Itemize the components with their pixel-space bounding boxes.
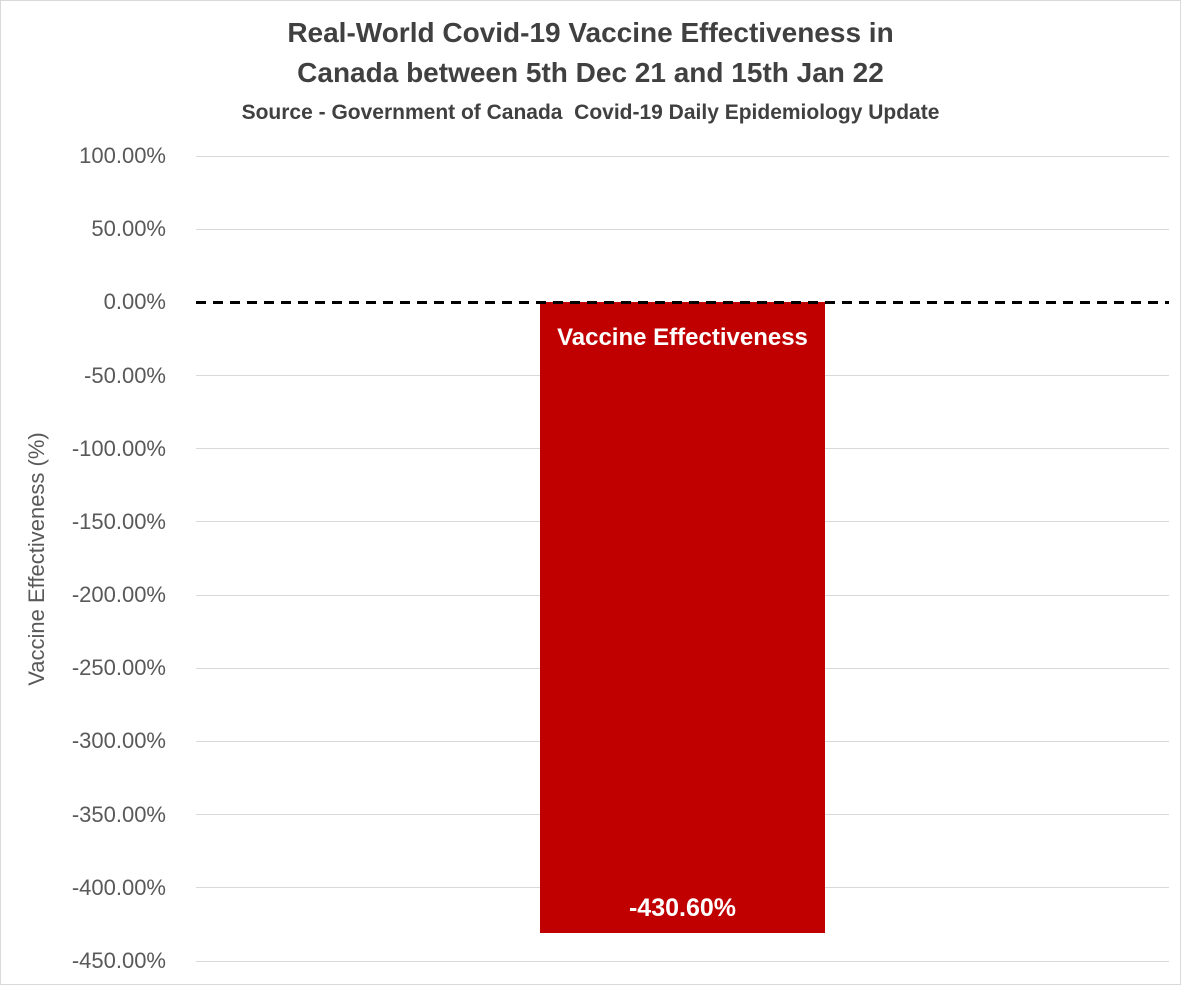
y-tick-label: 0.00%: [103, 289, 166, 315]
gridline: [196, 960, 1169, 962]
chart-title-line1: Real-World Covid-19 Vaccine Effectivenes…: [287, 17, 894, 48]
zero-axis-dashed-line: [196, 300, 1169, 304]
gridline: [196, 155, 1169, 157]
bar-category-label: Vaccine Effectiveness: [557, 324, 808, 352]
y-tick-label: 100.00%: [79, 143, 166, 168]
chart-title-line2: Canada between 5th Dec 21 and 15th Jan 2…: [297, 57, 884, 88]
y-tick-label: -250.00%: [71, 655, 166, 681]
y-tick-label: -450.00%: [71, 948, 166, 973]
bar-vaccine-effectiveness: Vaccine Effectiveness -430.60%: [540, 302, 825, 933]
bar-value-label: -430.60%: [628, 893, 737, 922]
y-axis-title-text: Vaccine Effectiveness (%): [24, 432, 49, 686]
y-tick-label: -50.00%: [84, 362, 166, 388]
y-tick-label: -150.00%: [71, 508, 166, 534]
y-tick-label: -300.00%: [71, 728, 166, 754]
y-tick-label: -100.00%: [71, 435, 166, 461]
y-tick-label: -200.00%: [71, 582, 166, 608]
y-tick-label: 50.00%: [91, 216, 166, 242]
chart-subtitle: Source - Government of Canada Covid-19 D…: [241, 101, 940, 124]
gridline: [196, 228, 1169, 230]
y-tick-label: -350.00%: [71, 801, 166, 827]
y-tick-label: -400.00%: [71, 874, 166, 900]
chart-title: Real-World Covid-19 Vaccine Effectivenes…: [1, 13, 1180, 93]
